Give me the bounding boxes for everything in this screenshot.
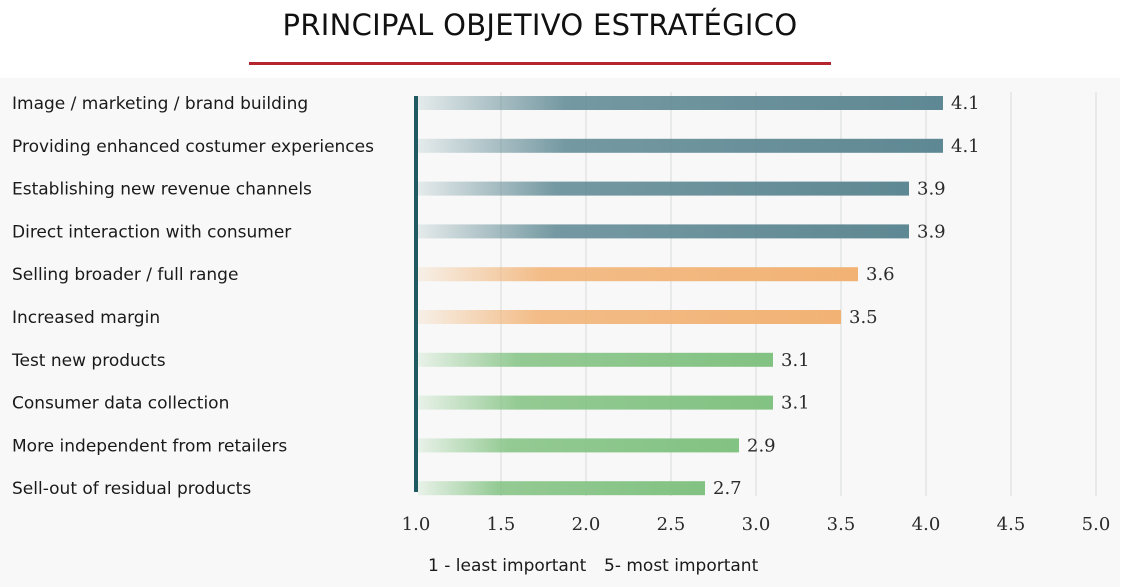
value-label: 3.9 [917,179,946,200]
value-label: 4.1 [951,136,980,157]
value-label: 4.1 [951,93,980,114]
bar-chart: Image / marketing / brand building Provid… [11,92,1111,576]
x-tick-label: 5.0 [1082,514,1111,535]
bar-10 [418,481,705,496]
value-label: 2.9 [747,435,776,456]
bar-4 [418,224,909,239]
bar-7 [418,352,773,367]
x-tick-label: 4.5 [997,514,1026,535]
x-tick-label: 2.0 [572,514,601,535]
value-label: 3.1 [781,350,810,371]
x-tick-label: 1.0 [402,514,431,535]
category-label: Increased margin [12,308,160,328]
bar-9 [418,438,739,453]
chart-title: PRINCIPAL OBJETIVO ESTRATÉGICO [282,8,798,42]
category-label: Providing enhanced costumer experiences [12,137,374,157]
bar-5 [418,267,858,282]
category-label: Test new products [11,351,166,371]
category-label: More independent from retailers [12,436,287,456]
grid-lines [414,92,1097,496]
bar-6 [418,310,841,324]
x-axis-ticks: 1.0 1.5 2.0 2.5 3.0 3.5 4.0 4.5 5.0 [402,514,1111,535]
chart-panel: Image / marketing / brand building Provid… [0,78,1120,587]
category-label: Consumer data collection [12,394,229,414]
x-tick-label: 4.0 [912,514,941,535]
bar-1 [418,96,943,110]
value-label: 3.9 [917,221,946,242]
category-label: Image / marketing / brand building [12,94,308,114]
x-tick-label: 3.5 [827,514,856,535]
x-tick-label: 2.5 [657,514,686,535]
value-label: 3.1 [781,393,810,414]
bar-3 [418,181,909,196]
value-label: 2.7 [713,478,742,499]
legend-entry: 5- most important [604,556,759,576]
category-labels: Image / marketing / brand building Provid… [11,94,374,499]
title-underline [249,62,831,65]
category-label: Selling broader / full range [12,265,238,285]
category-label: Establishing new revenue channels [12,180,312,200]
x-tick-label: 1.5 [487,514,516,535]
category-label: Sell-out of residual products [12,479,251,499]
legend-entry: 1 - least important [428,556,587,576]
bar-2 [418,138,943,153]
legend: 1 - least important 5- most important [428,556,759,576]
category-label: Direct interaction with consumer [12,222,291,242]
bars [418,96,943,496]
value-label: 3.6 [866,264,895,285]
bar-8 [418,395,773,410]
x-tick-label: 3.0 [742,514,771,535]
value-label: 3.5 [849,307,878,328]
value-labels: 4.14.13.93.93.63.53.13.12.92.7 [713,93,980,499]
